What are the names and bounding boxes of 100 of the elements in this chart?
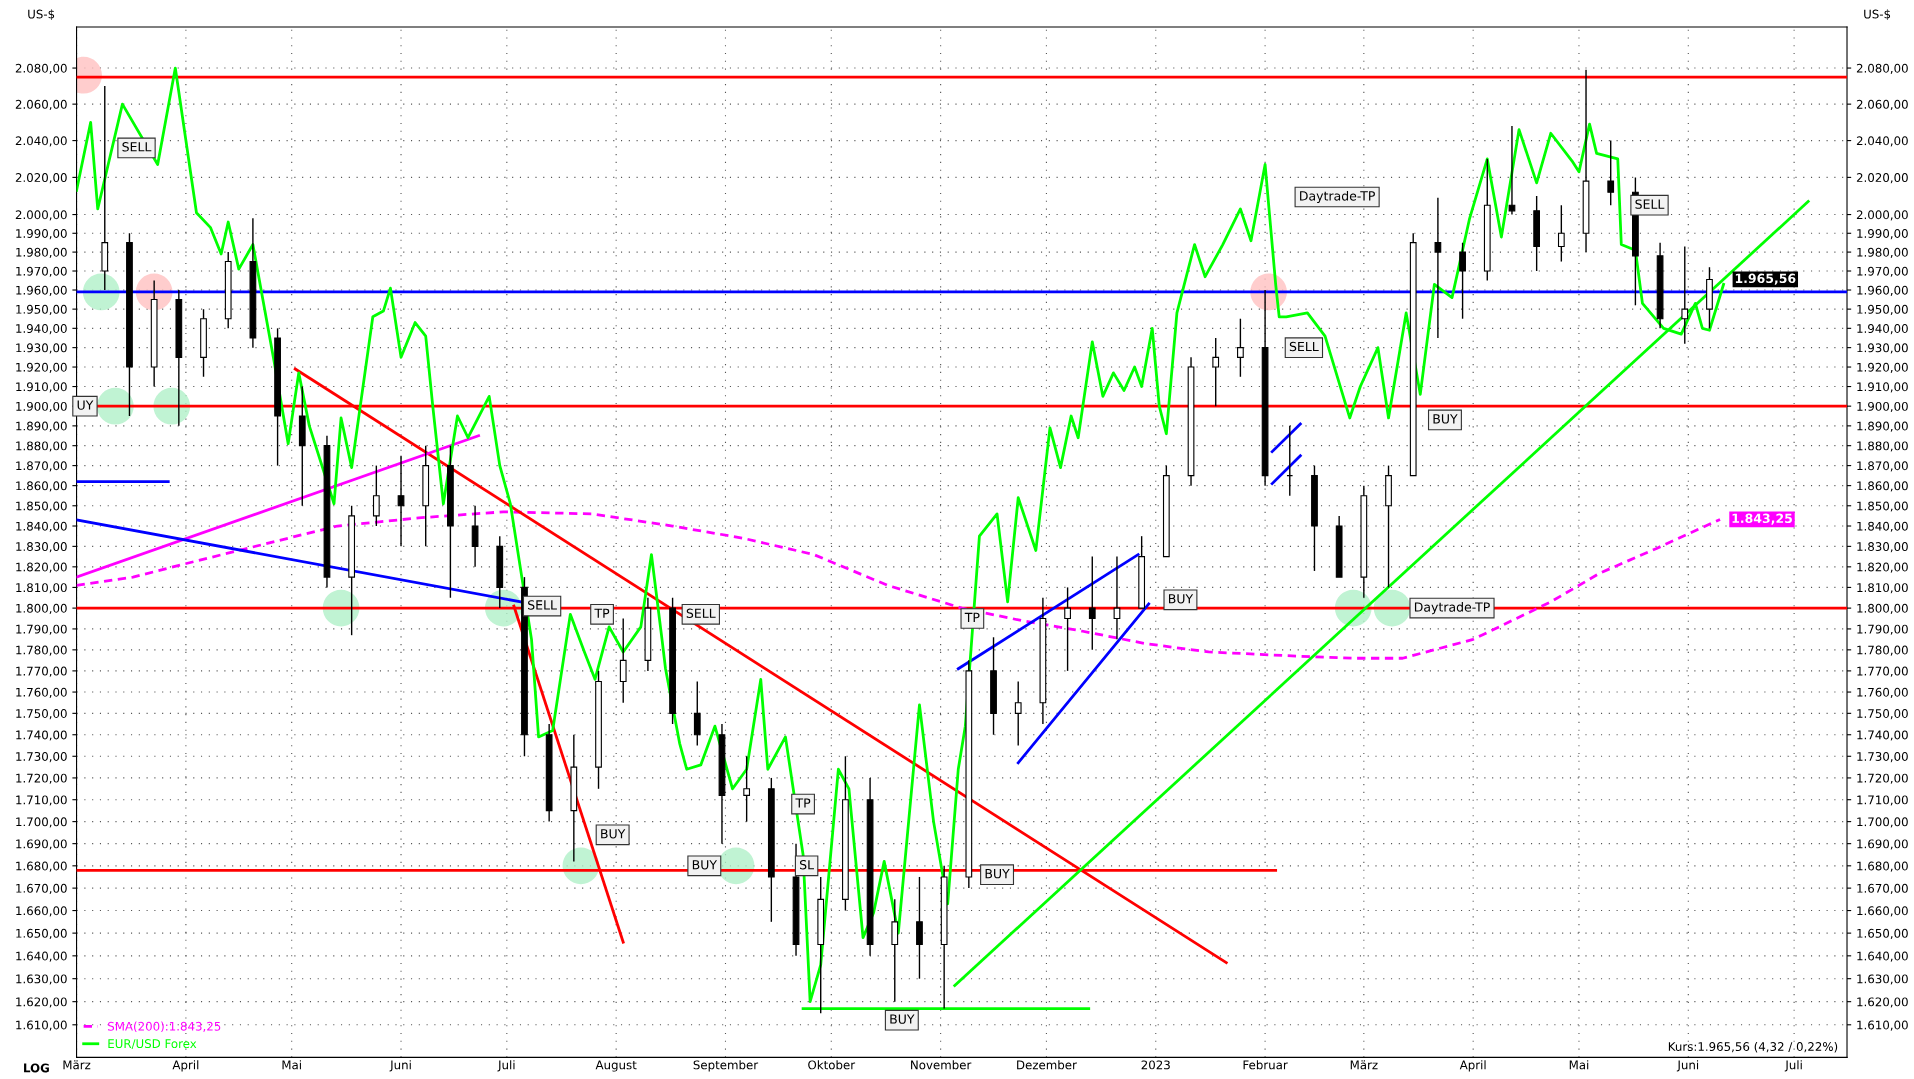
- y-tick-label: 1.660,00: [16, 906, 67, 917]
- annotation: SELL: [686, 608, 716, 618]
- annotation: SL: [799, 859, 814, 870]
- y-tick-label: 1.620,00: [16, 997, 67, 1008]
- text: 1.980,00: [1857, 247, 1908, 258]
- y-tick-label: 1.630,00: [16, 974, 67, 985]
- annotation: SELL: [528, 600, 557, 610]
- y-tick-label: 1.970,00: [16, 266, 67, 277]
- text: 1.920,00: [1857, 362, 1908, 373]
- x-tick-label: Oktober: [808, 1060, 856, 1070]
- y-tick-label: 1.770,00: [16, 666, 67, 677]
- text: 1.790,00: [1857, 624, 1908, 635]
- text: 1.940,00: [1857, 324, 1908, 335]
- y-tick-label: 1.690,00: [16, 839, 67, 850]
- annotation: BUY: [985, 869, 1010, 879]
- y-tick-label: 1.870,00: [16, 461, 67, 472]
- x-tick-label: Mai: [1569, 1060, 1589, 1070]
- text: 2.020,00: [1856, 173, 1908, 184]
- text: 1.960,00: [1857, 285, 1908, 296]
- annotation: Kurs:1.965,56 (4,32 / 0,22%): [1668, 1041, 1838, 1053]
- text: 1.860,00: [1857, 481, 1908, 492]
- text: 1.965,56: [1735, 273, 1796, 285]
- annotation: TP: [795, 798, 811, 808]
- annotation: Daytrade-TP: [1414, 602, 1490, 615]
- y-tick-label: 1.810,00: [16, 583, 67, 594]
- y-tick-label: 1.650,00: [16, 928, 67, 939]
- annotation: TP: [964, 612, 980, 622]
- y-tick-label: 2.060,00: [15, 99, 67, 110]
- text: 1.730,00: [1857, 752, 1908, 763]
- text: 1.830,00: [1857, 542, 1908, 553]
- text: 1.890,00: [1857, 421, 1908, 432]
- y-tick-label: 1.890,00: [16, 421, 67, 432]
- text: 1.990,00: [1857, 229, 1908, 240]
- y-axis-title: US-$: [28, 9, 55, 21]
- text: 1.760,00: [1857, 687, 1908, 698]
- y-tick-label: 1.840,00: [16, 521, 67, 532]
- y-tick-label: 1.750,00: [16, 709, 67, 720]
- annotation: BUY: [890, 1014, 915, 1024]
- text: 1.950,00: [1857, 304, 1908, 315]
- annotation: BUY: [692, 860, 718, 870]
- y-tick-label: 1.670,00: [16, 883, 67, 894]
- x-tick-label: Juli: [1784, 1060, 1802, 1072]
- text: 1.850,00: [1857, 501, 1908, 512]
- annotation: Daytrade-TP: [1300, 190, 1375, 204]
- y-tick-label: 1.940,00: [16, 324, 67, 335]
- text: 1.820,00: [1857, 562, 1908, 573]
- text: 1.880,00: [1857, 441, 1908, 452]
- text: 1.740,00: [1857, 730, 1908, 741]
- y-tick-label: 2.000,00: [15, 210, 67, 221]
- text: 1.810,00: [1857, 583, 1908, 594]
- text: 1.930,00: [1857, 343, 1908, 354]
- y2-axis-title: US-$: [1864, 9, 1891, 21]
- annotation: UY: [77, 400, 94, 410]
- y-tick-label: 1.910,00: [16, 382, 67, 393]
- y-tick-label: 1.710,00: [16, 795, 67, 806]
- text: 1.900,00: [1857, 401, 1908, 413]
- legend-label: EUR/USD Forex: [108, 1039, 197, 1049]
- text: 1.670,00: [1857, 883, 1908, 894]
- y-tick-label: 1.780,00: [16, 645, 67, 656]
- y-tick-label: 1.720,00: [16, 773, 67, 784]
- y-tick-label: 1.740,00: [16, 730, 67, 741]
- y-tick-label: 1.760,00: [16, 687, 67, 698]
- annotation: SELL: [1289, 341, 1319, 352]
- y-tick-label: 1.950,00: [16, 304, 67, 315]
- x-tick-label: März: [1350, 1060, 1378, 1070]
- x-tick-label: Mai: [282, 1060, 301, 1070]
- text: 2.080,00: [1856, 63, 1908, 74]
- y-tick-label: 1.830,00: [16, 542, 67, 553]
- x-tick-label: Juni: [389, 1060, 411, 1072]
- y-tick-label: 2.020,00: [15, 173, 67, 184]
- x-tick-label: April: [172, 1060, 199, 1072]
- annotation: TP: [594, 608, 610, 618]
- text: 1.910,00: [1857, 382, 1908, 393]
- text: 1.870,00: [1857, 461, 1908, 472]
- x-tick-label: September: [693, 1060, 759, 1072]
- x-tick-label: Juli: [497, 1060, 515, 1072]
- x-tick-label: Juni: [1676, 1060, 1699, 1072]
- text: 1.650,00: [1857, 928, 1908, 939]
- text: 1.680,00: [1857, 861, 1908, 872]
- x-tick-label: 2023: [1141, 1060, 1170, 1070]
- text: 1.620,00: [1857, 997, 1908, 1008]
- y-tick-label: 1.850,00: [16, 501, 67, 512]
- y-tick-label: 1.990,00: [16, 229, 67, 240]
- y-tick-label: 1.610,00: [16, 1020, 67, 1031]
- x-tick-label: November: [911, 1060, 972, 1070]
- text: LOG: [24, 1063, 49, 1073]
- legend-label: SMA(200):1.843,25: [108, 1021, 221, 1033]
- y-tick-label: 2.040,00: [15, 136, 67, 147]
- text: 1.630,00: [1857, 974, 1908, 985]
- y-tick-label: 1.800,00: [16, 603, 67, 614]
- text: 1.840,00: [1857, 521, 1908, 532]
- text: 1.710,00: [1857, 795, 1908, 806]
- text: 1.970,00: [1857, 266, 1908, 277]
- y-tick-label: 1.790,00: [16, 624, 67, 635]
- y-tick-label: 1.960,00: [16, 285, 67, 296]
- x-tick-label: März: [63, 1060, 91, 1070]
- y-tick-label: 2.080,00: [15, 63, 67, 74]
- y-tick-label: 1.680,00: [16, 861, 67, 872]
- text: 1.660,00: [1857, 906, 1908, 917]
- data-label: 1.843,25: [1732, 513, 1792, 525]
